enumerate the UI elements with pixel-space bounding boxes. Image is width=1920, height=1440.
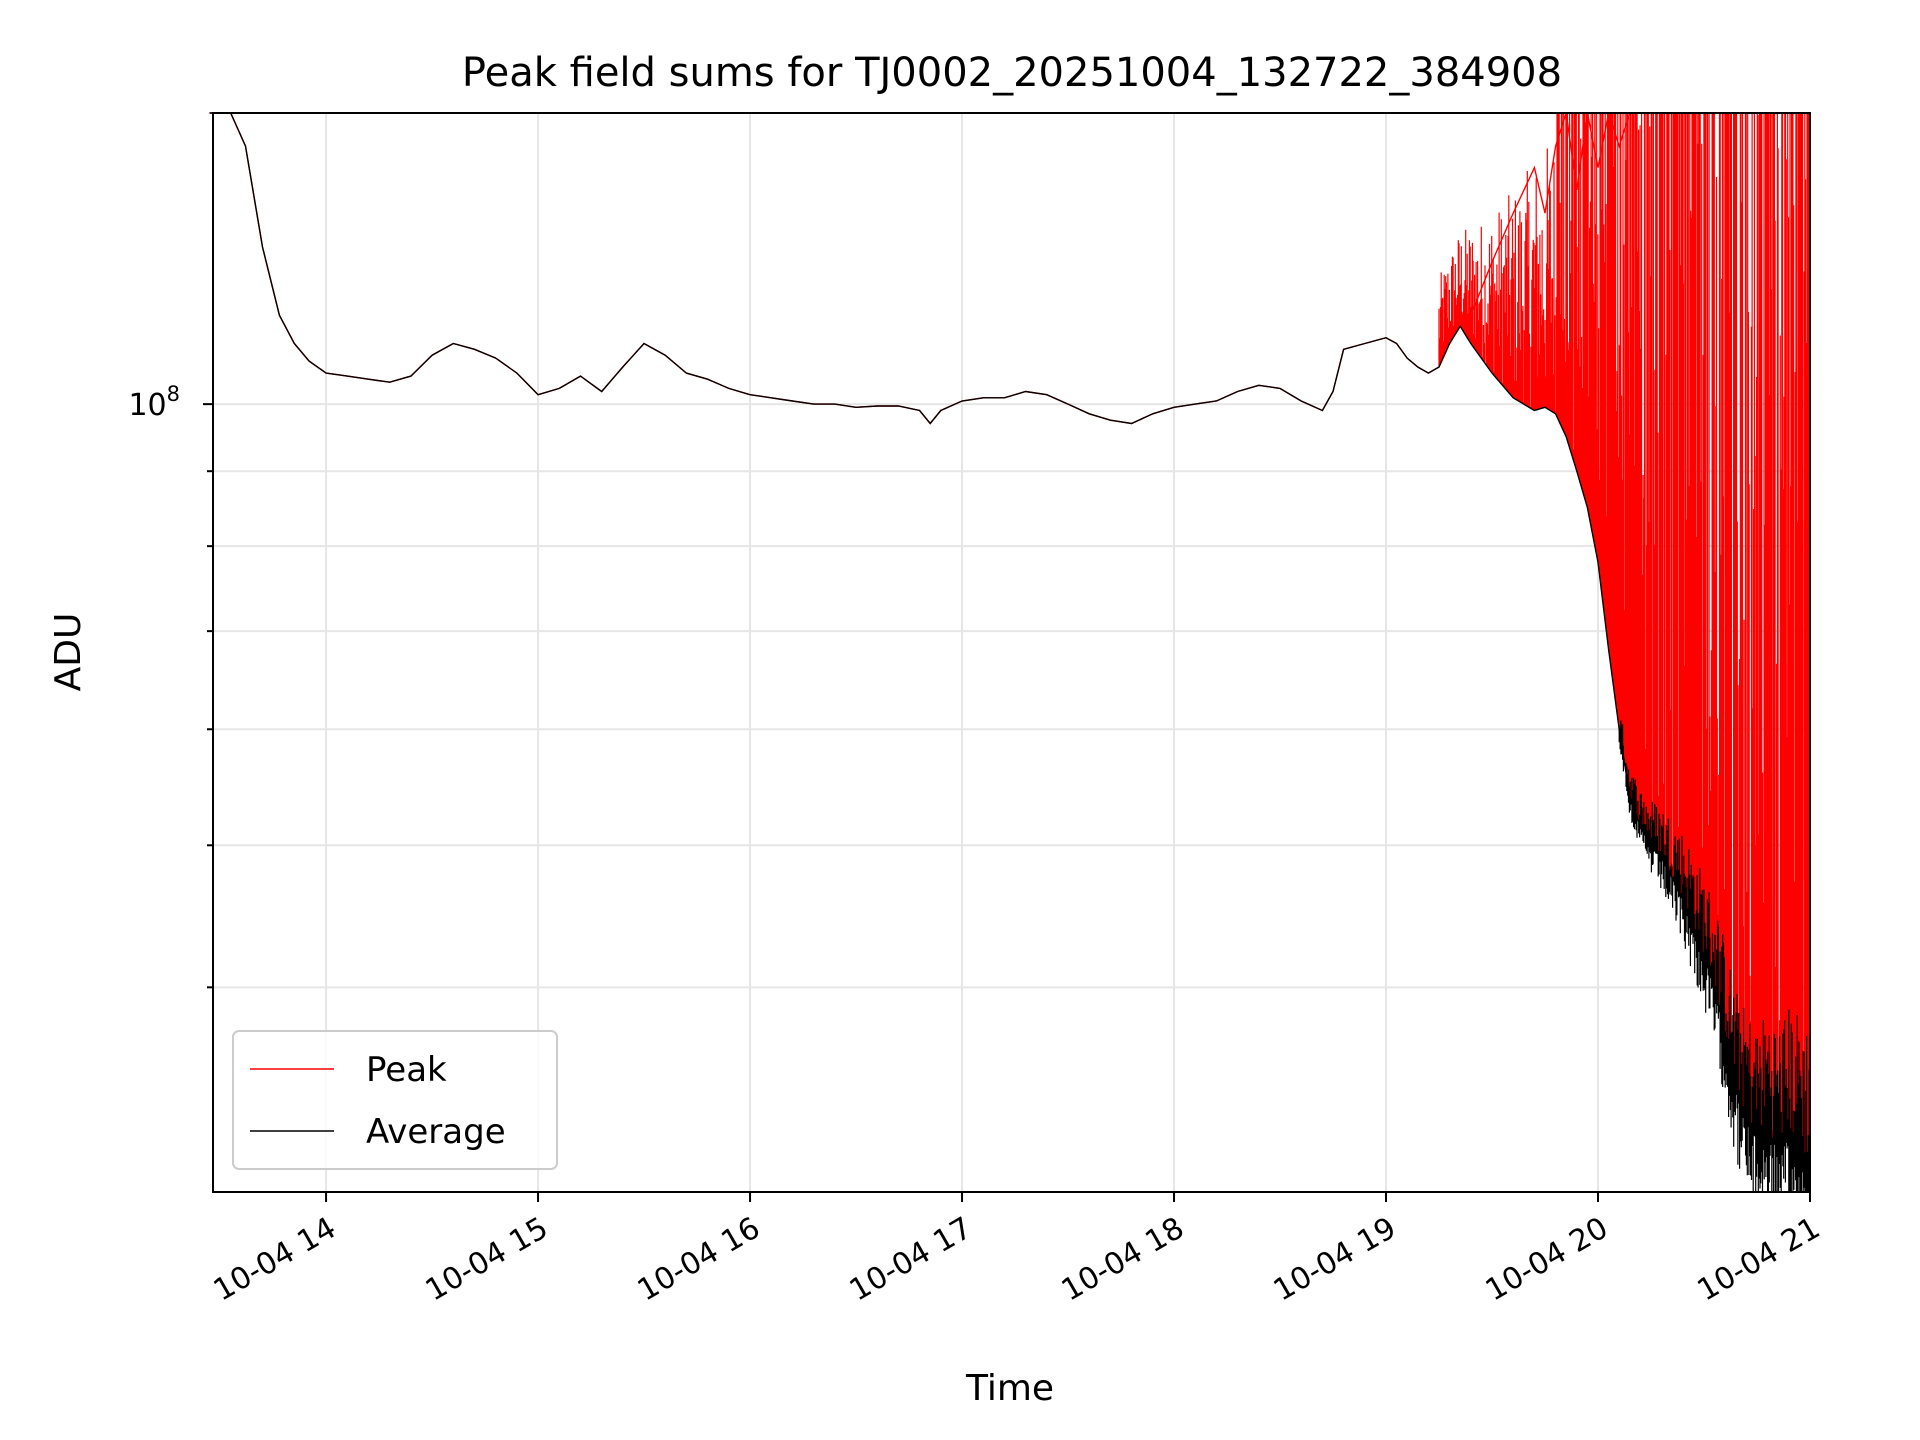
x-axis-label: Time	[965, 1368, 1054, 1409]
y-major-tick-label: 108	[128, 382, 180, 423]
y-axis-label: ADU	[48, 613, 89, 692]
series-peak-spikes	[1438, 113, 1811, 1171]
chart-title: Peak field sums for TJ0002_20251004_1327…	[462, 50, 1562, 96]
legend-box	[232, 1030, 558, 1170]
y-axis-ticks: 108	[128, 382, 213, 989]
legend: Peak Average	[232, 1030, 558, 1170]
legend-peak-label: Peak	[366, 1050, 447, 1090]
plot-frame	[212, 112, 1811, 1193]
series-average-noise	[1618, 720, 1810, 1192]
legend-average-label: Average	[366, 1112, 506, 1152]
